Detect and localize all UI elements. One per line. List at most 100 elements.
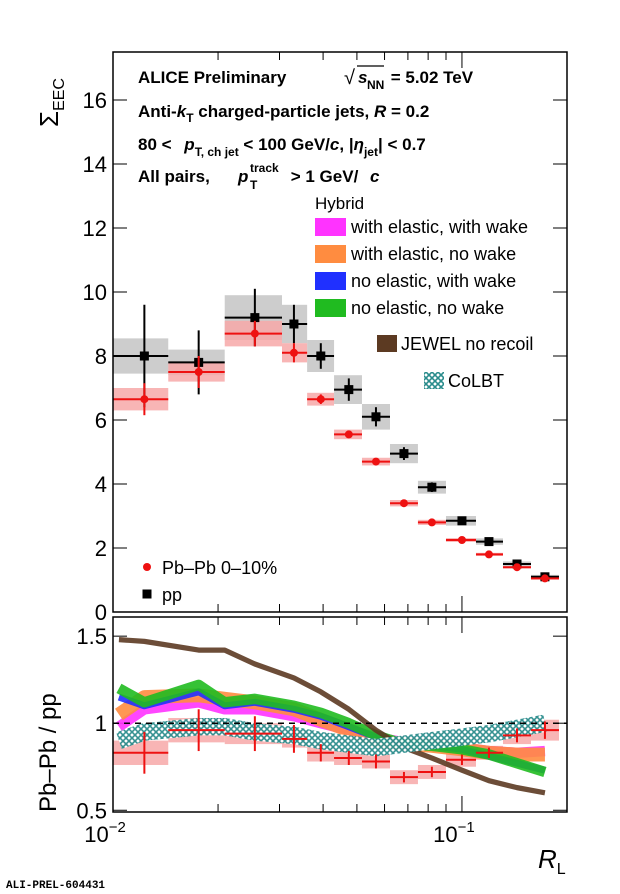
y-tick-label: 2 bbox=[95, 536, 107, 561]
annotation-part: η bbox=[354, 135, 364, 154]
annotation-part: R bbox=[374, 102, 387, 121]
marker bbox=[484, 537, 494, 547]
y-axis-label-part: ΣEEC bbox=[34, 78, 68, 127]
y-tick-label: 10 bbox=[83, 280, 107, 305]
annotation-part: NN bbox=[367, 78, 384, 92]
marker bbox=[371, 412, 381, 422]
legend-label: with elastic, no wake bbox=[350, 244, 516, 264]
legend-swatch bbox=[424, 372, 444, 389]
x-tick-label: 10−2 bbox=[84, 819, 126, 847]
marker bbox=[457, 536, 466, 544]
legend-label: pp bbox=[162, 585, 182, 605]
marker bbox=[250, 329, 259, 338]
y-axis-label: ΣEEC bbox=[34, 78, 68, 127]
annotation-part: , | bbox=[339, 135, 353, 154]
annotation-part: = 0.2 bbox=[386, 102, 429, 121]
x-tick-label-part: −2 bbox=[109, 819, 126, 836]
marker bbox=[139, 351, 149, 361]
y-tick-label: 1.5 bbox=[76, 624, 107, 649]
y-tick-label: 12 bbox=[83, 216, 107, 241]
marker bbox=[140, 395, 149, 404]
annotation: ALICE Preliminary bbox=[138, 68, 287, 87]
marker bbox=[513, 563, 522, 572]
marker bbox=[427, 482, 437, 492]
frame bbox=[112, 616, 568, 813]
annotation-part: p bbox=[237, 167, 248, 186]
marker bbox=[316, 351, 326, 361]
legend-marker bbox=[142, 589, 152, 599]
y-tick-label: 8 bbox=[95, 344, 107, 369]
annotation-part: T bbox=[250, 178, 258, 192]
y-tick-label: 14 bbox=[83, 152, 107, 177]
sqrt: √ bbox=[344, 67, 355, 89]
marker bbox=[427, 518, 436, 527]
y-tick-label: 1 bbox=[95, 711, 107, 736]
annotation-part: track bbox=[250, 161, 279, 175]
y-axis-label-part: EEC bbox=[51, 78, 68, 111]
footer: ALI-PREL-604431 bbox=[6, 880, 105, 892]
annotation-part: p bbox=[183, 135, 194, 154]
plot-area bbox=[113, 288, 559, 583]
x-axis-label: RL bbox=[538, 844, 566, 878]
y-tick-label: 16 bbox=[83, 88, 107, 113]
legend-title: Hybrid bbox=[315, 194, 364, 213]
legend-label: Pb–Pb 0–10% bbox=[162, 558, 277, 578]
y-tick-label: 0 bbox=[95, 600, 107, 625]
marker bbox=[399, 499, 408, 508]
annotation-part: < 100 GeV/ bbox=[239, 135, 330, 154]
legend-swatch bbox=[315, 218, 346, 236]
x-tick-label-part: 10 bbox=[84, 822, 108, 847]
annotation-part: | < 0.7 bbox=[378, 135, 426, 154]
marker bbox=[289, 319, 299, 329]
marker bbox=[344, 430, 353, 439]
annotation: 80 < pT, ch jet < 100 GeV/c, |ηjet| < 0.… bbox=[138, 135, 426, 159]
annotation-part: charged-particle jets, bbox=[194, 102, 374, 121]
annotation-part: > 1 GeV/ bbox=[286, 167, 359, 186]
legend-marker bbox=[143, 563, 151, 571]
model-band bbox=[118, 637, 546, 796]
y-tick-label: 0.5 bbox=[76, 798, 107, 823]
marker bbox=[250, 313, 260, 323]
annotation-part: Anti- bbox=[138, 102, 177, 121]
annotation-part: = 5.02 TeV bbox=[386, 68, 474, 87]
annotation-part: T, ch jet bbox=[195, 145, 239, 159]
annotation: √ s NN = 5.02 TeV bbox=[344, 65, 474, 92]
annotation-part: T bbox=[186, 111, 194, 125]
legend-swatch bbox=[315, 272, 346, 290]
ratio-y-axis-label: Pb–Pb / pp bbox=[35, 693, 62, 812]
marker bbox=[484, 550, 493, 559]
legend-label: CoLBT bbox=[448, 371, 504, 391]
model-band bbox=[116, 714, 547, 757]
annotation-part: s bbox=[358, 68, 367, 87]
marker bbox=[457, 516, 467, 526]
y-tick-label: 6 bbox=[95, 408, 107, 433]
y-tick-label: 4 bbox=[95, 472, 107, 497]
annotation-part: jet bbox=[363, 145, 378, 159]
marker bbox=[316, 395, 325, 404]
marker bbox=[540, 574, 549, 583]
annotation-part: c bbox=[370, 167, 380, 186]
y-axis-label-part: Σ bbox=[34, 111, 64, 127]
annotation-part: c bbox=[330, 135, 340, 154]
x-tick-label-part: 10 bbox=[433, 822, 457, 847]
legend-swatch bbox=[315, 245, 346, 263]
legend-label: with elastic, with wake bbox=[350, 217, 528, 237]
marker bbox=[344, 385, 354, 395]
legend-label: no elastic, no wake bbox=[351, 298, 504, 318]
legend-label: JEWEL no recoil bbox=[401, 334, 533, 354]
x-axis-label-part: R bbox=[538, 844, 557, 874]
legend-swatch bbox=[315, 299, 346, 317]
marker bbox=[194, 368, 203, 376]
annotation-part: 80 < bbox=[138, 135, 176, 154]
annotation: Anti-kT charged-particle jets, R = 0.2 bbox=[138, 102, 429, 125]
x-tick-label: 10−1 bbox=[433, 819, 475, 847]
annotation: All pairs, p track T > 1 GeV/ c bbox=[138, 161, 380, 192]
annotation-part: k bbox=[177, 102, 188, 121]
legend-label: no elastic, with wake bbox=[351, 271, 516, 291]
marker bbox=[289, 348, 298, 357]
x-axis-label-part: L bbox=[557, 861, 566, 878]
marker bbox=[371, 457, 380, 466]
plot-area bbox=[113, 637, 567, 796]
frame bbox=[112, 51, 568, 613]
x-tick-label-part: −1 bbox=[458, 819, 475, 836]
